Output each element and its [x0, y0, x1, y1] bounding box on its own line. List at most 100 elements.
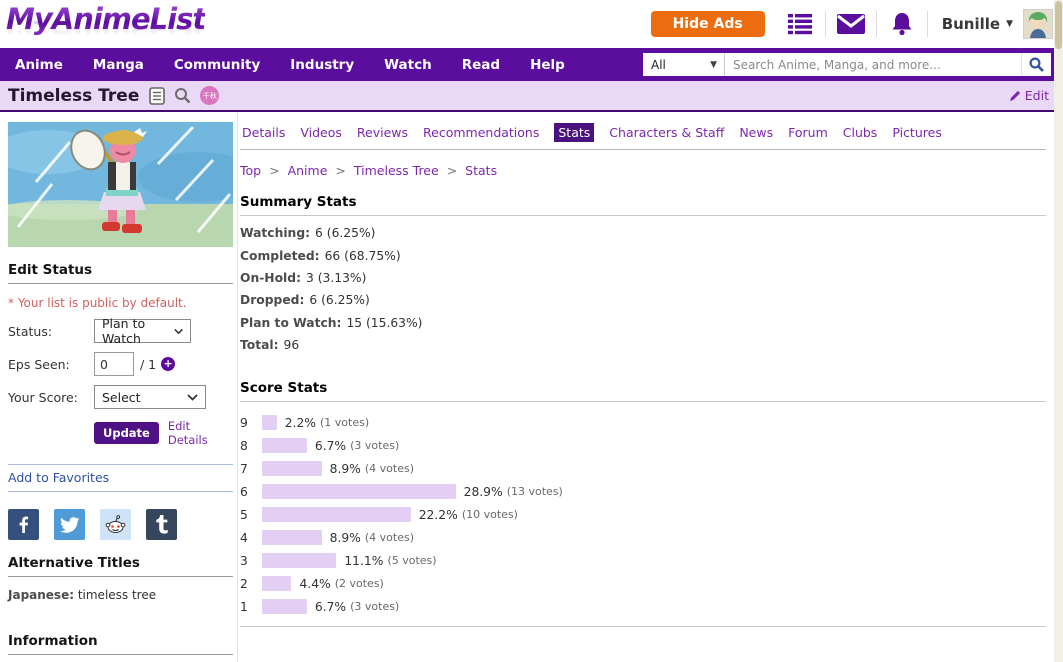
- nav-item-watch[interactable]: Watch: [384, 56, 432, 73]
- edit-details-link[interactable]: Edit Details: [167, 419, 208, 447]
- summary-stats-list: Watching: 6 (6.25%) Completed: 66 (68.75%) O…: [240, 222, 1046, 356]
- score-percent: 28.9%: [463, 484, 503, 499]
- breadcrumb-link-timeless-tree[interactable]: Timeless Tree: [353, 163, 439, 178]
- tab-recommendations[interactable]: Recommendations: [423, 125, 540, 140]
- search-category-select[interactable]: All ▼: [643, 53, 725, 76]
- facebook-icon[interactable]: [8, 509, 39, 540]
- column-divider: [237, 112, 238, 662]
- eps-seen-label: Eps Seen:: [8, 356, 70, 372]
- score-label: 9: [240, 415, 248, 430]
- score-votes: (2 votes): [334, 577, 384, 591]
- score-label: 7: [240, 461, 248, 476]
- breadcrumb-link-stats[interactable]: Stats: [465, 163, 498, 178]
- scrollbar-thumb[interactable]: [1055, 1, 1062, 49]
- your-score-select[interactable]: Select: [94, 385, 206, 409]
- avatar[interactable]: [1023, 9, 1053, 39]
- score-votes: (1 votes): [319, 416, 370, 430]
- score-row-8: 8 6.7% (3 votes): [240, 434, 1046, 457]
- public-list-note: * Your list is public by default.: [8, 296, 187, 310]
- summary-row-total: Total: 96: [240, 334, 1046, 356]
- summary-label: Completed:: [240, 248, 320, 263]
- pencil-icon: [1009, 90, 1020, 101]
- nav-item-industry[interactable]: Industry: [290, 56, 355, 73]
- tab-characters-staff[interactable]: Characters & Staff: [609, 125, 725, 140]
- summary-row-completed: Completed: 66 (68.75%): [240, 244, 1046, 266]
- add-to-favorites-link[interactable]: Add to Favorites: [8, 470, 110, 485]
- nav-item-help[interactable]: Help: [530, 56, 565, 73]
- score-percent: 8.9%: [329, 461, 361, 476]
- username-menu[interactable]: Bunille: [941, 15, 1001, 33]
- nav-item-read[interactable]: Read: [461, 56, 501, 73]
- site-header: MyAnimeList Hide Ads Bunille ▼: [0, 0, 1063, 48]
- edit-link-label: Edit: [1024, 88, 1049, 103]
- bell-icon[interactable]: [887, 12, 917, 36]
- score-row-1: 1 6.7% (3 votes): [240, 595, 1046, 618]
- breadcrumb-link-top[interactable]: Top: [240, 163, 262, 178]
- increment-episode-button[interactable]: +: [161, 357, 176, 371]
- score-bar: [262, 507, 411, 523]
- header-divider: [875, 11, 877, 37]
- score-row-6: 6 28.9% (13 votes): [240, 480, 1046, 503]
- score-label: 8: [240, 438, 248, 453]
- score-bar: [262, 576, 292, 592]
- summary-row-on-hold: On-Hold: 3 (3.13%): [240, 267, 1046, 289]
- chevron-down-icon[interactable]: ▼: [1006, 19, 1013, 29]
- nav-item-community[interactable]: Community: [173, 56, 261, 73]
- tumblr-icon[interactable]: [146, 509, 177, 540]
- score-percent: 2.2%: [284, 415, 316, 430]
- tab-details[interactable]: Details: [242, 125, 286, 140]
- summary-value: 6 (6.25%): [315, 226, 376, 241]
- chevron-down-icon: [187, 393, 198, 401]
- score-label: 1: [240, 599, 248, 614]
- score-label: 3: [240, 553, 248, 568]
- edit-status-heading: Edit Status: [8, 259, 233, 284]
- score-votes: (10 votes): [461, 508, 518, 522]
- score-row-2: 2 4.4% (2 votes): [240, 572, 1046, 595]
- sidebar: Edit Status * Your list is public by def…: [8, 122, 233, 662]
- score-row-4: 4 8.9% (4 votes): [240, 526, 1046, 549]
- reddit-icon[interactable]: [100, 509, 131, 540]
- score-row-9: 9 2.2% (1 votes): [240, 411, 1046, 434]
- breadcrumb-separator: >: [335, 163, 346, 178]
- list-icon[interactable]: [785, 12, 815, 36]
- alternative-titles-heading: Alternative Titles: [8, 552, 233, 577]
- search-input[interactable]: [725, 53, 1021, 76]
- summary-label: Plan to Watch:: [240, 315, 342, 330]
- status-select[interactable]: Plan to Watch: [94, 316, 191, 346]
- info-label: Japanese:: [8, 588, 75, 602]
- tab-forum[interactable]: Forum: [788, 125, 828, 140]
- nav-item-anime[interactable]: Anime: [15, 56, 63, 73]
- score-votes: (4 votes): [364, 531, 415, 545]
- mail-icon[interactable]: [836, 12, 866, 36]
- tab-reviews[interactable]: Reviews: [356, 125, 409, 140]
- eps-seen-input[interactable]: [94, 352, 134, 376]
- twitter-icon[interactable]: [54, 509, 85, 540]
- edit-link[interactable]: Edit: [1009, 88, 1049, 103]
- breadcrumb-link-anime[interactable]: Anime: [287, 163, 328, 178]
- nav-item-manga[interactable]: Manga: [92, 56, 144, 73]
- search-icon[interactable]: [174, 87, 191, 104]
- main-content: Details Videos Reviews Recommendations Stats…: [240, 112, 1046, 628]
- score-votes: (13 votes): [506, 485, 563, 499]
- score-votes: (3 votes): [350, 439, 400, 453]
- summary-label: On-Hold:: [240, 270, 301, 285]
- score-stats-section: Score Stats 9 2.2% (1 votes) 8 6.7% (3 votes)…: [240, 380, 1046, 628]
- tab-stats[interactable]: Stats: [554, 123, 595, 142]
- anime-poster-image[interactable]: [8, 122, 233, 247]
- update-button[interactable]: Update: [94, 422, 159, 444]
- header-actions: Hide Ads Bunille ▼: [650, 8, 1053, 40]
- tab-clubs[interactable]: Clubs: [842, 125, 878, 140]
- score-label: 4: [240, 530, 248, 545]
- document-icon[interactable]: [149, 86, 166, 105]
- your-score-row: Your Score: Select: [8, 385, 233, 409]
- hide-ads-button[interactable]: Hide Ads: [650, 11, 765, 37]
- breadcrumb-separator: >: [269, 163, 280, 178]
- japanese-title-badge[interactable]: 千秋: [200, 86, 220, 105]
- score-percent: 6.7%: [314, 599, 347, 614]
- tab-pictures[interactable]: Pictures: [892, 125, 942, 140]
- tab-news[interactable]: News: [739, 125, 774, 140]
- score-row-7: 7 8.9% (4 votes): [240, 457, 1046, 480]
- tab-videos[interactable]: Videos: [300, 125, 342, 140]
- site-logo[interactable]: MyAnimeList: [6, 2, 206, 36]
- search-button[interactable]: [1021, 53, 1051, 76]
